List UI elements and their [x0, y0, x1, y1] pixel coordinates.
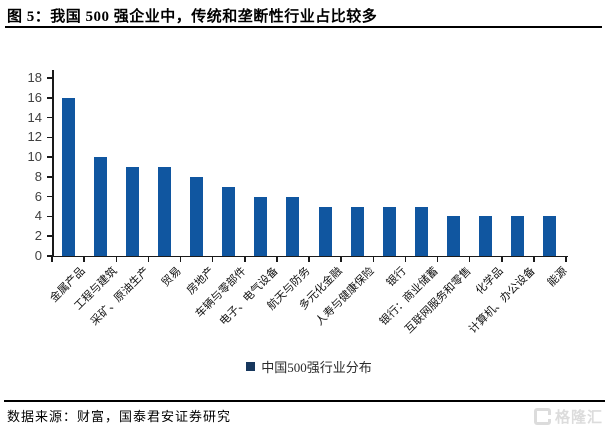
legend-label: 中国500强行业分布: [261, 359, 372, 375]
title-divider: [5, 26, 602, 28]
bar: [157, 167, 171, 256]
bar: [93, 157, 107, 256]
gelonghui-logo-icon: [533, 408, 552, 425]
x-axis-tick: [115, 256, 117, 262]
x-axis-tick: [244, 256, 246, 262]
y-axis-tick: [46, 215, 53, 218]
bar: [286, 196, 300, 256]
x-axis-tick: [340, 256, 342, 262]
y-axis-line: [52, 70, 54, 257]
x-axis-label: 贸易: [160, 265, 185, 290]
x-axis-label: 能源: [545, 265, 570, 290]
x-axis-tick: [501, 256, 503, 262]
footer-divider: [4, 400, 605, 402]
x-axis-tick: [533, 256, 535, 262]
y-axis-tick: [46, 255, 53, 257]
x-axis-tick: [83, 256, 85, 262]
y-axis-tick-label: 0: [34, 248, 42, 263]
x-axis-tick: [436, 256, 439, 262]
bar: [254, 196, 268, 256]
y-axis-tick-label: 4: [34, 208, 42, 224]
x-axis-tick: [372, 256, 374, 262]
bar: [61, 97, 75, 256]
y-axis-tick-label: 16: [27, 89, 42, 105]
y-axis-tick-label: 14: [27, 109, 42, 125]
y-axis-tick: [46, 235, 53, 237]
y-axis-tick: [46, 176, 53, 178]
bar: [382, 206, 396, 256]
bar: [511, 216, 525, 256]
x-axis-tick: [404, 256, 407, 262]
y-axis-tick-label: 18: [27, 70, 42, 85]
figure-title: 图 5：我国 500 强企业中，传统和垄断性行业占比较多: [7, 9, 378, 25]
y-axis-tick-label: 8: [34, 168, 42, 184]
y-axis-tick-label: 2: [34, 228, 42, 244]
y-axis-tick-label: 6: [34, 188, 42, 204]
y-axis-tick: [46, 116, 53, 119]
y-axis-tick: [46, 156, 53, 158]
y-axis-tick-label: 12: [27, 129, 42, 145]
x-axis-tick: [51, 256, 53, 262]
bar: [190, 176, 204, 256]
x-axis-line: [52, 255, 568, 258]
gelonghui-watermark: 格隆汇: [533, 406, 603, 427]
x-axis-tick: [308, 256, 310, 262]
bar: [543, 216, 557, 256]
y-axis-tick: [46, 97, 53, 99]
x-axis-tick: [276, 256, 278, 262]
y-axis-tick: [46, 136, 53, 139]
bar: [350, 206, 364, 256]
bar: [414, 206, 428, 256]
bar: [447, 216, 461, 256]
legend-marker: [246, 361, 256, 371]
bar: [222, 186, 236, 256]
x-axis-tick: [179, 256, 182, 262]
x-axis-tick: [147, 256, 150, 262]
y-axis-tick: [46, 195, 53, 198]
bar: [318, 206, 332, 256]
chart-legend: 中国500强行业分布: [52, 358, 566, 375]
bar: [479, 216, 493, 256]
x-axis-tick: [468, 256, 471, 262]
gelonghui-logo-text: 格隆汇: [554, 409, 603, 426]
y-axis-tick-label: 10: [27, 149, 42, 165]
bar: [125, 167, 139, 256]
x-axis-tick: [211, 256, 214, 262]
x-axis-tick: [565, 256, 567, 262]
y-axis-tick: [46, 77, 53, 79]
data-source-text: 数据来源：财富，国泰君安证券研究: [7, 409, 232, 424]
